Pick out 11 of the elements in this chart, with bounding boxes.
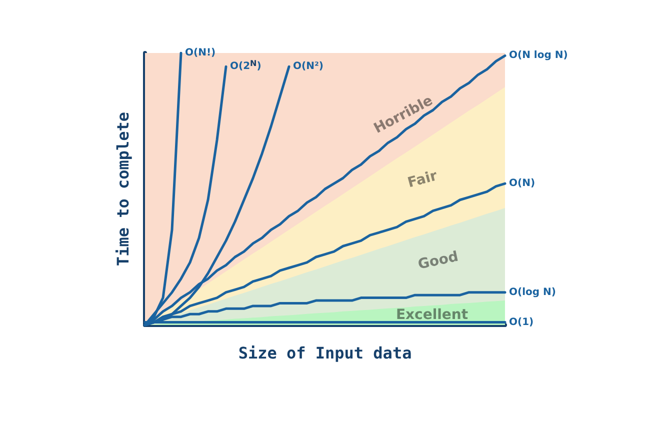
series-label: O(log N): [509, 286, 556, 298]
series-label: O(N!): [185, 48, 216, 58]
series-label: O(1): [509, 316, 534, 328]
series-label: Good: [416, 248, 460, 273]
series-label: Fair: [406, 168, 440, 192]
x-axis-title: Size of Input data: [238, 344, 412, 362]
series-label: O(N): [509, 178, 536, 190]
series-label: O(N log N): [509, 50, 568, 62]
y-axis-title: Time to complete: [114, 112, 132, 266]
series-label: Excellent: [396, 306, 468, 323]
series-label: O(N²): [293, 61, 324, 72]
